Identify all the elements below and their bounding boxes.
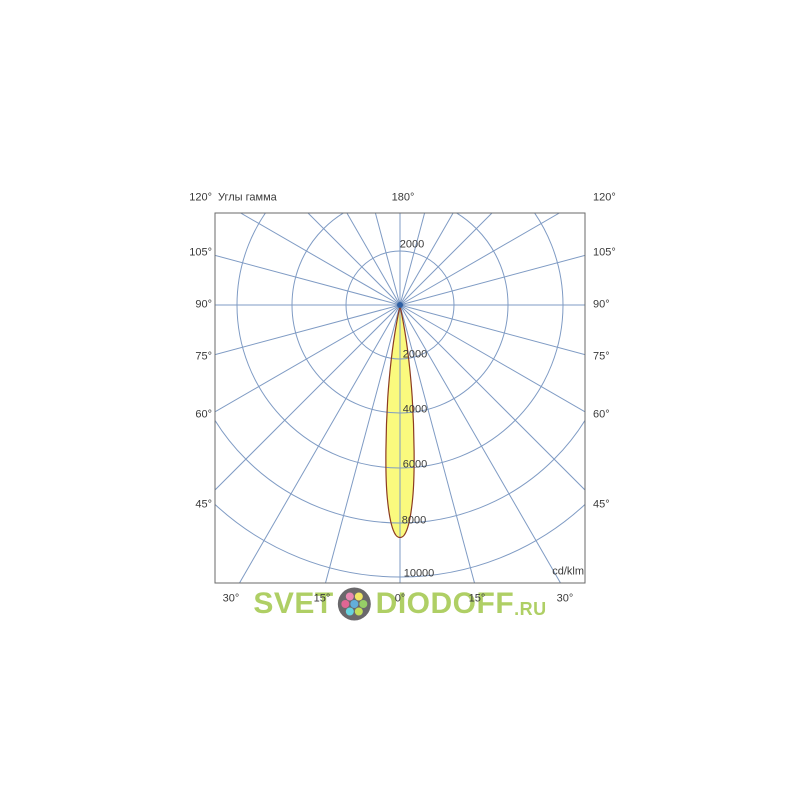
angle-label-bottom-30-right: 30° — [556, 592, 574, 605]
chart-title: Углы гамма — [218, 191, 277, 204]
watermark-prefix: SVET — [253, 587, 334, 620]
watermark-main: DIODOFF — [375, 587, 515, 620]
watermark: SVET DIODOFF .RU — [253, 587, 546, 621]
angle-label-right-45: 45° — [593, 498, 610, 511]
ring-label-10000: 10000 — [403, 567, 435, 580]
angle-label-bottom-15-left: 15° — [313, 592, 331, 605]
angle-label-left-90: 90° — [195, 298, 212, 311]
angle-rays — [215, 213, 585, 583]
ring-label-2000-bottom: 2000 — [402, 348, 428, 361]
units-label: cd/klm — [552, 565, 584, 578]
angle-label-right-105: 105° — [593, 246, 616, 259]
svetodiodoff-logo-icon — [338, 587, 372, 621]
angle-label-left-105: 105° — [189, 246, 212, 259]
ring-label-2000-top: 2000 — [399, 238, 425, 251]
ring-label-8000: 8000 — [401, 514, 427, 527]
beam-lobe-outline — [385, 305, 415, 539]
angle-label-bottom-0: 0° — [394, 592, 406, 605]
angle-label-right-60: 60° — [593, 408, 610, 421]
angle-label-right-120: 120° — [593, 191, 616, 204]
center-marker — [397, 302, 403, 308]
polar-grid — [215, 213, 585, 583]
plot-border — [214, 212, 586, 584]
angle-label-left-60: 60° — [195, 408, 212, 421]
angle-label-right-75: 75° — [593, 350, 610, 363]
angle-label-right-90: 90° — [593, 298, 610, 311]
ring-label-6000: 6000 — [402, 458, 428, 471]
angle-label-left-120: 120° — [189, 191, 212, 204]
ring-label-4000: 4000 — [402, 403, 428, 416]
angle-label-bottom-30-left: 30° — [222, 592, 240, 605]
angle-label-bottom-15-right: 15° — [468, 592, 486, 605]
angle-label-top-180: 180° — [391, 191, 415, 204]
watermark-suffix: .RU — [514, 598, 547, 619]
angle-label-left-45: 45° — [195, 498, 212, 511]
angle-label-left-75: 75° — [195, 350, 212, 363]
